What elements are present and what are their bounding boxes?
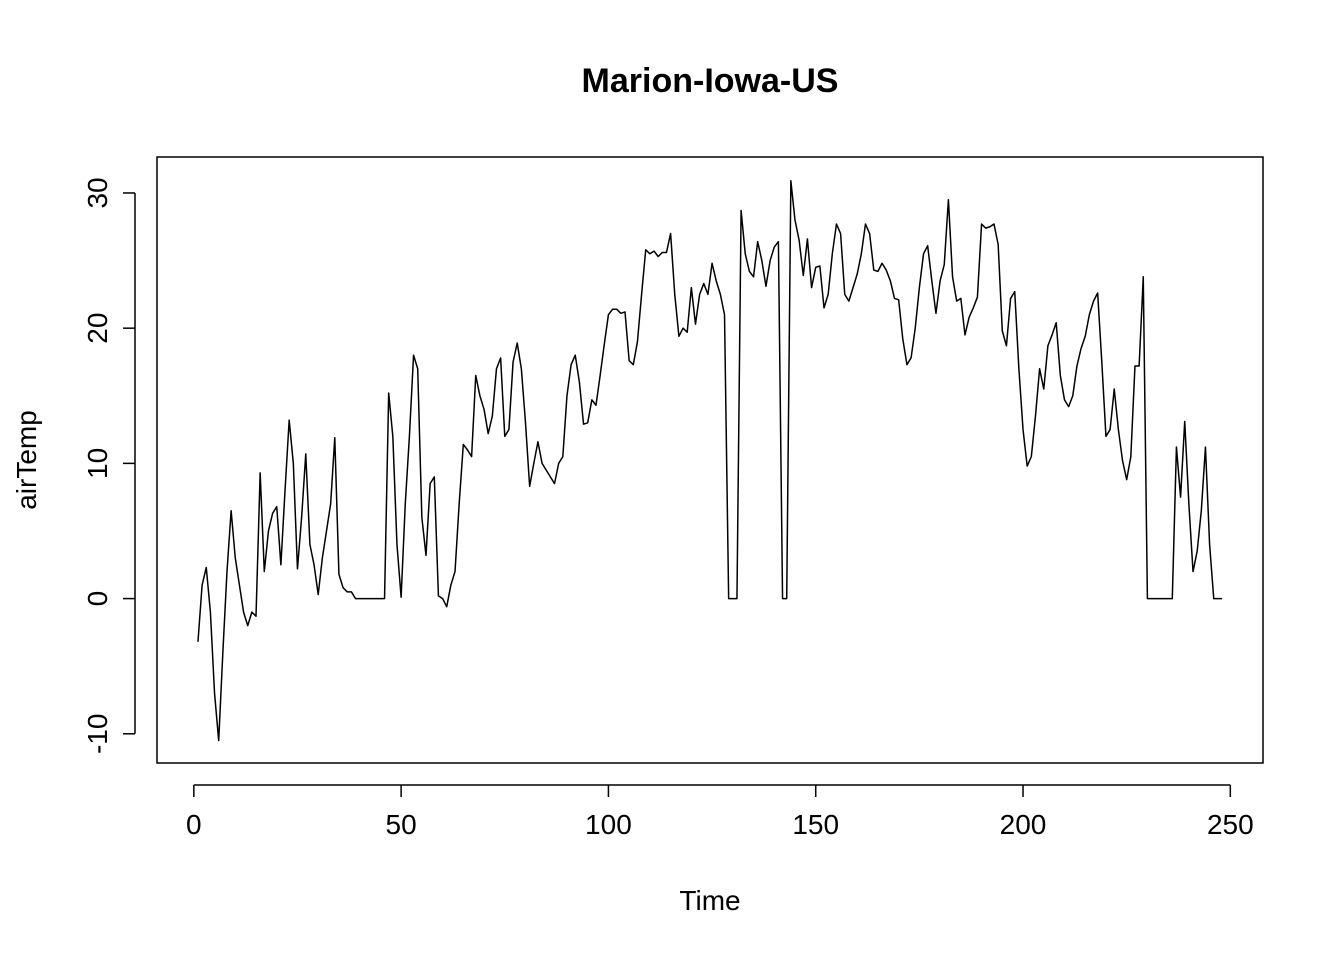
y-axis-label: airTemp [11, 410, 42, 510]
y-tick-label: -10 [82, 714, 113, 754]
x-tick-label: 150 [792, 809, 839, 840]
x-tick-label: 100 [585, 809, 632, 840]
x-tick-label: 0 [186, 809, 202, 840]
chart-title: Marion-Iowa-US [582, 62, 839, 100]
data-line [197, 180, 1223, 742]
y-tick-label: 20 [82, 313, 113, 344]
y-tick-label: 0 [82, 591, 113, 607]
x-tick-label: 200 [1000, 809, 1047, 840]
x-tick-label: 50 [386, 809, 417, 840]
plot-box [156, 156, 1264, 764]
y-tick-label: 30 [82, 177, 113, 208]
x-tick-label: 250 [1207, 809, 1254, 840]
x-axis-label: Time [679, 885, 740, 916]
y-tick-label: 10 [82, 448, 113, 479]
